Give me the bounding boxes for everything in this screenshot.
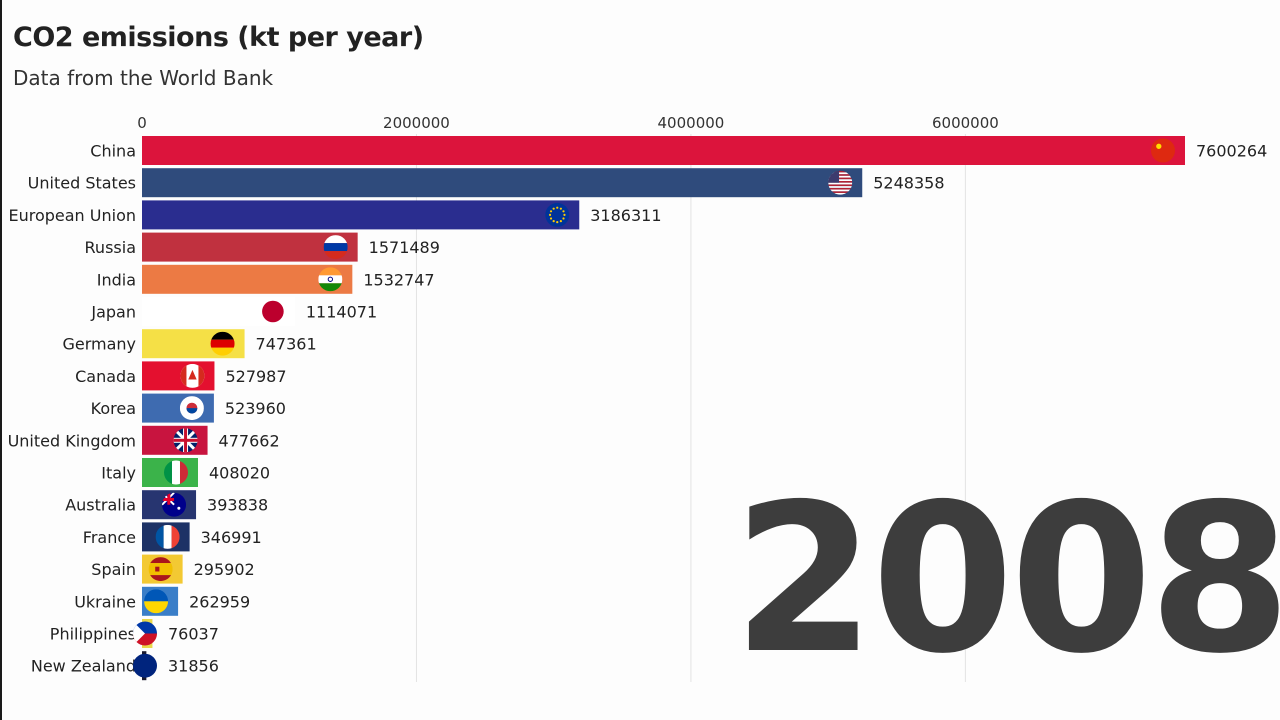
category-label: Italy xyxy=(101,464,136,483)
category-label: India xyxy=(97,270,136,289)
russia-flag-icon xyxy=(323,235,348,260)
category-label: United States xyxy=(28,174,136,193)
category-label: Russia xyxy=(85,238,136,257)
value-label: 527987 xyxy=(225,367,286,386)
value-label: 408020 xyxy=(209,464,270,483)
china-flag-icon xyxy=(1151,138,1175,163)
category-label: Japan xyxy=(90,303,136,322)
value-label: 7600264 xyxy=(1196,142,1267,161)
bar xyxy=(142,264,353,294)
value-label: 1532747 xyxy=(363,270,434,289)
category-label: Australia xyxy=(65,496,136,515)
usa-flag-icon xyxy=(828,170,853,195)
korea-flag-icon xyxy=(179,396,204,421)
x-tick-label: 2000000 xyxy=(383,114,450,132)
left-edge-line xyxy=(0,0,2,720)
germany-flag-icon xyxy=(210,331,235,356)
value-label: 3186311 xyxy=(590,206,661,225)
value-label: 262959 xyxy=(189,592,250,611)
value-label: 5248358 xyxy=(873,174,944,193)
eu-flag-icon xyxy=(545,202,570,227)
bar xyxy=(142,200,580,230)
canada-flag-icon xyxy=(180,363,205,388)
value-label: 523960 xyxy=(225,399,286,418)
bar xyxy=(142,168,863,198)
category-label: Germany xyxy=(62,335,136,354)
value-label: 295902 xyxy=(194,560,255,579)
category-label: Canada xyxy=(75,367,136,386)
chart-title: CO2 emissions (kt per year) xyxy=(13,22,424,53)
category-label: Ukraine xyxy=(74,592,136,611)
x-tick-label: 0 xyxy=(137,114,147,132)
chart-subtitle: Data from the World Bank xyxy=(13,66,274,90)
japan-flag-icon xyxy=(260,299,285,324)
category-label: United Kingdom xyxy=(8,431,136,450)
uk-flag-icon xyxy=(173,428,198,453)
category-label: New Zealand xyxy=(31,657,136,676)
value-label: 31856 xyxy=(168,657,219,676)
value-label: 76037 xyxy=(168,625,219,644)
france-flag-icon xyxy=(155,524,180,549)
australia-flag-icon xyxy=(162,492,187,517)
value-label: 477662 xyxy=(219,431,280,450)
x-tick-label: 4000000 xyxy=(658,114,725,132)
value-label: 747361 xyxy=(256,335,317,354)
value-label: 1571489 xyxy=(369,238,440,257)
italy-flag-icon xyxy=(163,460,188,485)
value-label: 346991 xyxy=(201,528,262,547)
category-label: China xyxy=(90,142,136,161)
year-label: 2008 xyxy=(733,461,1280,699)
new-zealand-flag-icon xyxy=(133,653,157,678)
category-label: France xyxy=(83,528,136,547)
philippines-flag-icon xyxy=(133,621,157,646)
category-label: Spain xyxy=(91,560,136,579)
spain-flag-icon xyxy=(148,557,173,582)
category-label: European Union xyxy=(8,206,136,225)
value-label: 393838 xyxy=(207,496,268,515)
bar xyxy=(142,136,1185,165)
ukraine-flag-icon xyxy=(144,589,169,614)
x-tick-label: 6000000 xyxy=(932,114,999,132)
india-flag-icon xyxy=(318,267,343,292)
bar xyxy=(142,232,358,262)
value-label: 1114071 xyxy=(306,303,377,322)
category-label: Korea xyxy=(91,399,136,418)
category-label: Philippines xyxy=(50,625,136,644)
